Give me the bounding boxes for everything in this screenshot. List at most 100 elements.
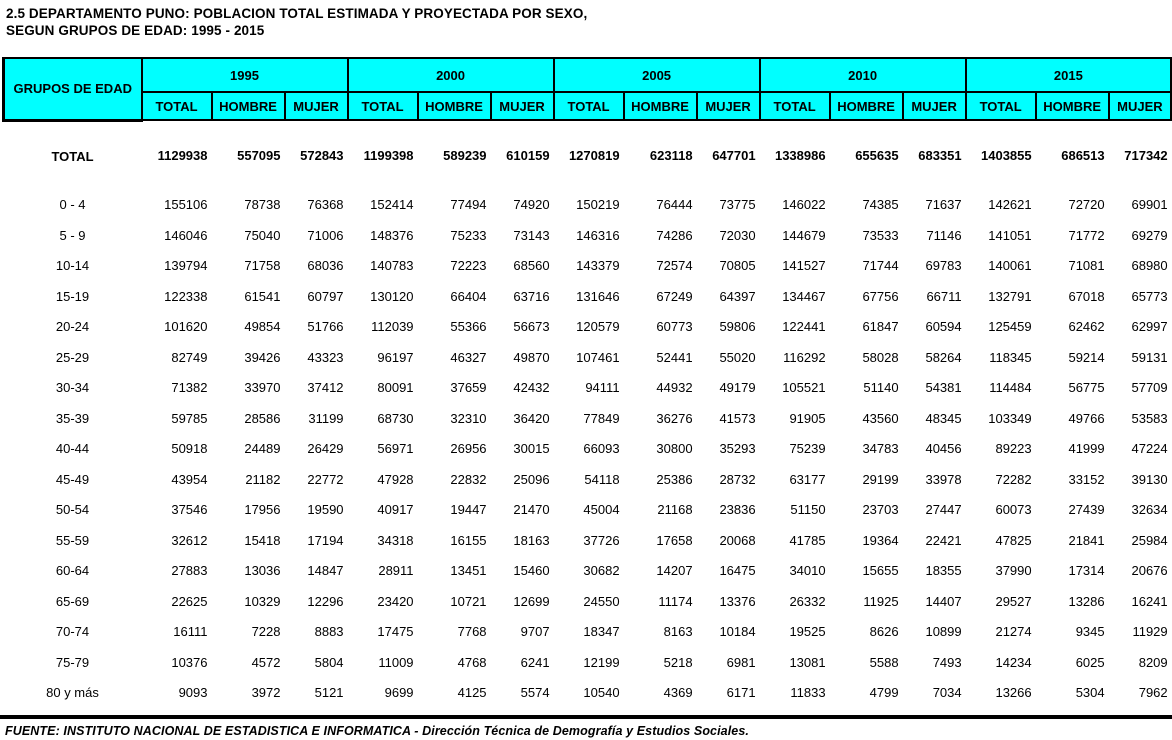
cell: 26956 <box>450 441 487 457</box>
cell: 80091 <box>377 380 414 396</box>
cell: 5588 <box>869 654 899 670</box>
cell: 18347 <box>583 624 620 640</box>
cell: 15460 <box>513 563 550 579</box>
cell: 30800 <box>656 441 693 457</box>
cell: 13286 <box>1068 593 1105 609</box>
cell: 3972 <box>251 685 281 701</box>
cell: 71081 <box>1068 258 1105 274</box>
cell: 22832 <box>450 471 487 487</box>
table-row: 0 - 4 155106 78738 76368 152414 77494 74920 150… <box>4 190 1172 221</box>
row-label-age-group: 0 - 4 <box>59 197 86 213</box>
cell: 16475 <box>719 563 756 579</box>
row-label-age-group: 30-34 <box>55 380 90 396</box>
footer-divider <box>0 715 1172 719</box>
cell: 37726 <box>583 532 620 548</box>
cell: 96197 <box>377 349 414 365</box>
cell: 47224 <box>1131 441 1168 457</box>
cell: 89223 <box>995 441 1032 457</box>
cell: 30015 <box>513 441 550 457</box>
cell: 58028 <box>862 349 899 365</box>
cell: 39130 <box>1131 471 1168 487</box>
cell: 9345 <box>1075 624 1105 640</box>
cell: 91905 <box>789 410 826 426</box>
cell: 59214 <box>1068 349 1105 365</box>
year-header-1995: 1995 <box>140 57 349 93</box>
cell: 75239 <box>789 441 826 457</box>
cell: 61541 <box>244 288 281 304</box>
cell: 55020 <box>719 349 756 365</box>
cell: 14234 <box>995 654 1032 670</box>
cell: 54118 <box>584 471 620 487</box>
cell: 623118 <box>649 148 693 164</box>
cell: 116292 <box>783 349 826 365</box>
cell: 66404 <box>450 288 487 304</box>
cell: 1403855 <box>981 148 1032 164</box>
table-row: 30-34 71382 33970 37412 80091 37659 42432 94111… <box>4 373 1172 404</box>
cell: 19447 <box>450 502 487 518</box>
cell: 72223 <box>450 258 487 274</box>
cell: 65773 <box>1131 288 1168 304</box>
cell: 4572 <box>251 654 281 670</box>
table-row: 60-64 27883 13036 14847 28911 13451 15460 30682… <box>4 556 1172 587</box>
table-row: 70-74 16111 7228 8883 17475 7768 9707 18347 8163… <box>4 617 1172 648</box>
cell: 37412 <box>307 380 344 396</box>
cell: 40456 <box>925 441 962 457</box>
cell: 37990 <box>995 563 1032 579</box>
row-label-age-group: 65-69 <box>55 593 90 609</box>
cell: 8209 <box>1138 654 1168 670</box>
subheader-mujer-2005: MUJER <box>695 91 761 121</box>
subheader-total-2010: TOTAL <box>758 91 831 121</box>
cell: 23420 <box>377 593 414 609</box>
row-label-age-group: 50-54 <box>55 502 90 518</box>
cell: 16111 <box>173 624 208 640</box>
cell: 68560 <box>513 258 550 274</box>
cell: 11929 <box>1132 624 1168 640</box>
table-body: TOTAL 1129938 557095 572843 1199398 589239 610… <box>4 120 1172 708</box>
cell: 152414 <box>370 197 414 213</box>
cell: 29199 <box>862 471 899 487</box>
subheader-hombre-2015: HOMBRE <box>1034 91 1110 121</box>
cell: 1129938 <box>157 148 208 164</box>
subheader-total-2015: TOTAL <box>964 91 1037 121</box>
row-label-age-group: 80 y más <box>46 685 99 701</box>
subheader-mujer-2000: MUJER <box>489 91 555 121</box>
table-row: 5 - 9 146046 75040 71006 148376 75233 73143 146… <box>4 220 1172 251</box>
cell: 33970 <box>244 380 281 396</box>
cell: 105521 <box>782 380 826 396</box>
cell: 146022 <box>782 197 826 213</box>
cell: 9699 <box>384 685 414 701</box>
cell: 69901 <box>1131 197 1168 213</box>
cell: 9093 <box>178 685 208 701</box>
cell: 13081 <box>789 654 826 670</box>
subheader-mujer-2010: MUJER <box>901 91 967 121</box>
cell: 610159 <box>506 148 550 164</box>
cell: 49870 <box>513 349 550 365</box>
cell: 68730 <box>377 410 414 426</box>
cell: 49179 <box>719 380 756 396</box>
cell: 141527 <box>782 258 826 274</box>
cell: 683351 <box>918 148 962 164</box>
cell: 82749 <box>171 349 208 365</box>
cell: 9707 <box>520 624 550 640</box>
cell: 134467 <box>782 288 826 304</box>
cell: 78738 <box>244 197 281 213</box>
cell: 56775 <box>1068 380 1105 396</box>
cell: 10721 <box>450 593 487 609</box>
cell: 139794 <box>164 258 208 274</box>
cell: 60073 <box>995 502 1032 518</box>
cell: 118345 <box>989 349 1032 365</box>
report-title-line2: SEGUN GRUPOS DE EDAD: 1995 - 2015 <box>6 23 265 38</box>
cell: 36276 <box>656 410 693 426</box>
cell: 6171 <box>726 685 756 701</box>
cell: 21168 <box>657 502 693 518</box>
cell: 7228 <box>251 624 281 640</box>
cell: 5304 <box>1075 685 1105 701</box>
source-note: FUENTE: INSTITUTO NACIONAL DE ESTADISTIC… <box>5 724 749 738</box>
cell: 72574 <box>656 258 693 274</box>
cell: 13376 <box>719 593 756 609</box>
subheader-total-1995: TOTAL <box>140 91 213 121</box>
table-row: 55-59 32612 15418 17194 34318 16155 18163 37726… <box>4 525 1172 556</box>
subheader-total-2000: TOTAL <box>346 91 419 121</box>
cell: 41573 <box>719 410 756 426</box>
